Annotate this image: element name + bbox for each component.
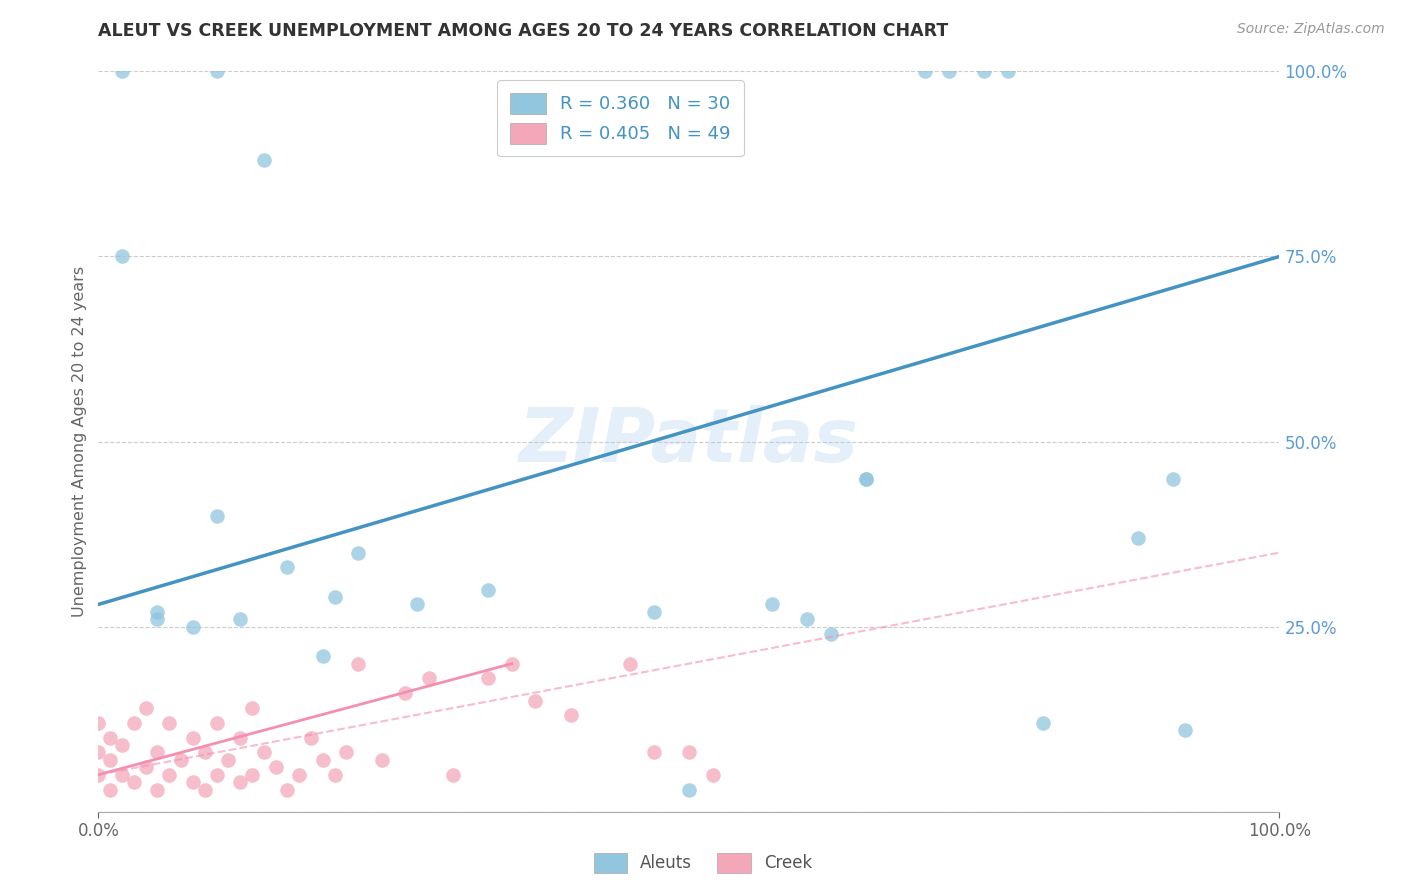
Point <box>170 753 193 767</box>
Point <box>477 582 499 597</box>
Point <box>312 753 335 767</box>
Point <box>524 694 547 708</box>
Point <box>418 672 440 686</box>
Point <box>288 767 311 781</box>
Point <box>820 627 842 641</box>
Text: ALEUT VS CREEK UNEMPLOYMENT AMONG AGES 20 TO 24 YEARS CORRELATION CHART: ALEUT VS CREEK UNEMPLOYMENT AMONG AGES 2… <box>98 22 949 40</box>
Point <box>229 775 252 789</box>
Point <box>181 619 204 633</box>
Point <box>98 731 121 745</box>
Point <box>371 753 394 767</box>
Point <box>796 612 818 626</box>
Point <box>855 471 877 485</box>
Point <box>702 767 724 781</box>
Point <box>560 708 582 723</box>
Point <box>347 546 370 560</box>
Point <box>122 775 145 789</box>
Point <box>619 657 641 671</box>
Legend: R = 0.360   N = 30, R = 0.405   N = 49: R = 0.360 N = 30, R = 0.405 N = 49 <box>498 80 744 156</box>
Point <box>678 746 700 760</box>
Point <box>441 767 464 781</box>
Legend: Aleuts, Creek: Aleuts, Creek <box>588 847 818 880</box>
Point <box>938 64 960 78</box>
Point <box>678 782 700 797</box>
Y-axis label: Unemployment Among Ages 20 to 24 years: Unemployment Among Ages 20 to 24 years <box>72 266 87 617</box>
Text: Source: ZipAtlas.com: Source: ZipAtlas.com <box>1237 22 1385 37</box>
Point <box>394 686 416 700</box>
Point <box>229 731 252 745</box>
Point <box>194 746 217 760</box>
Point <box>643 605 665 619</box>
Point <box>111 767 134 781</box>
Point <box>501 657 523 671</box>
Point <box>477 672 499 686</box>
Point <box>323 767 346 781</box>
Point <box>253 153 276 168</box>
Point <box>205 767 228 781</box>
Point <box>205 715 228 730</box>
Text: ZIPatlas: ZIPatlas <box>519 405 859 478</box>
Point <box>253 746 276 760</box>
Point <box>98 753 121 767</box>
Point <box>1174 723 1197 738</box>
Point <box>181 731 204 745</box>
Point <box>264 760 287 774</box>
Point <box>157 715 180 730</box>
Point <box>87 715 110 730</box>
Point <box>406 598 429 612</box>
Point <box>240 701 263 715</box>
Point <box>855 471 877 485</box>
Point <box>205 508 228 523</box>
Point <box>276 782 298 797</box>
Point <box>111 250 134 264</box>
Point <box>87 746 110 760</box>
Point <box>335 746 357 760</box>
Point <box>135 760 157 774</box>
Point <box>229 612 252 626</box>
Point <box>1126 531 1149 545</box>
Point <box>122 715 145 730</box>
Point <box>643 746 665 760</box>
Point <box>217 753 239 767</box>
Point <box>973 64 995 78</box>
Point <box>323 590 346 604</box>
Point <box>1161 471 1184 485</box>
Point <box>146 605 169 619</box>
Point <box>146 782 169 797</box>
Point <box>276 560 298 574</box>
Point <box>146 746 169 760</box>
Point <box>157 767 180 781</box>
Point <box>914 64 936 78</box>
Point <box>997 64 1019 78</box>
Point <box>1032 715 1054 730</box>
Point <box>761 598 783 612</box>
Point <box>205 64 228 78</box>
Point <box>146 612 169 626</box>
Point <box>111 64 134 78</box>
Point <box>87 767 110 781</box>
Point <box>312 649 335 664</box>
Point <box>240 767 263 781</box>
Point <box>111 738 134 752</box>
Point <box>194 782 217 797</box>
Point <box>347 657 370 671</box>
Point <box>181 775 204 789</box>
Point <box>98 782 121 797</box>
Point <box>135 701 157 715</box>
Point <box>299 731 322 745</box>
